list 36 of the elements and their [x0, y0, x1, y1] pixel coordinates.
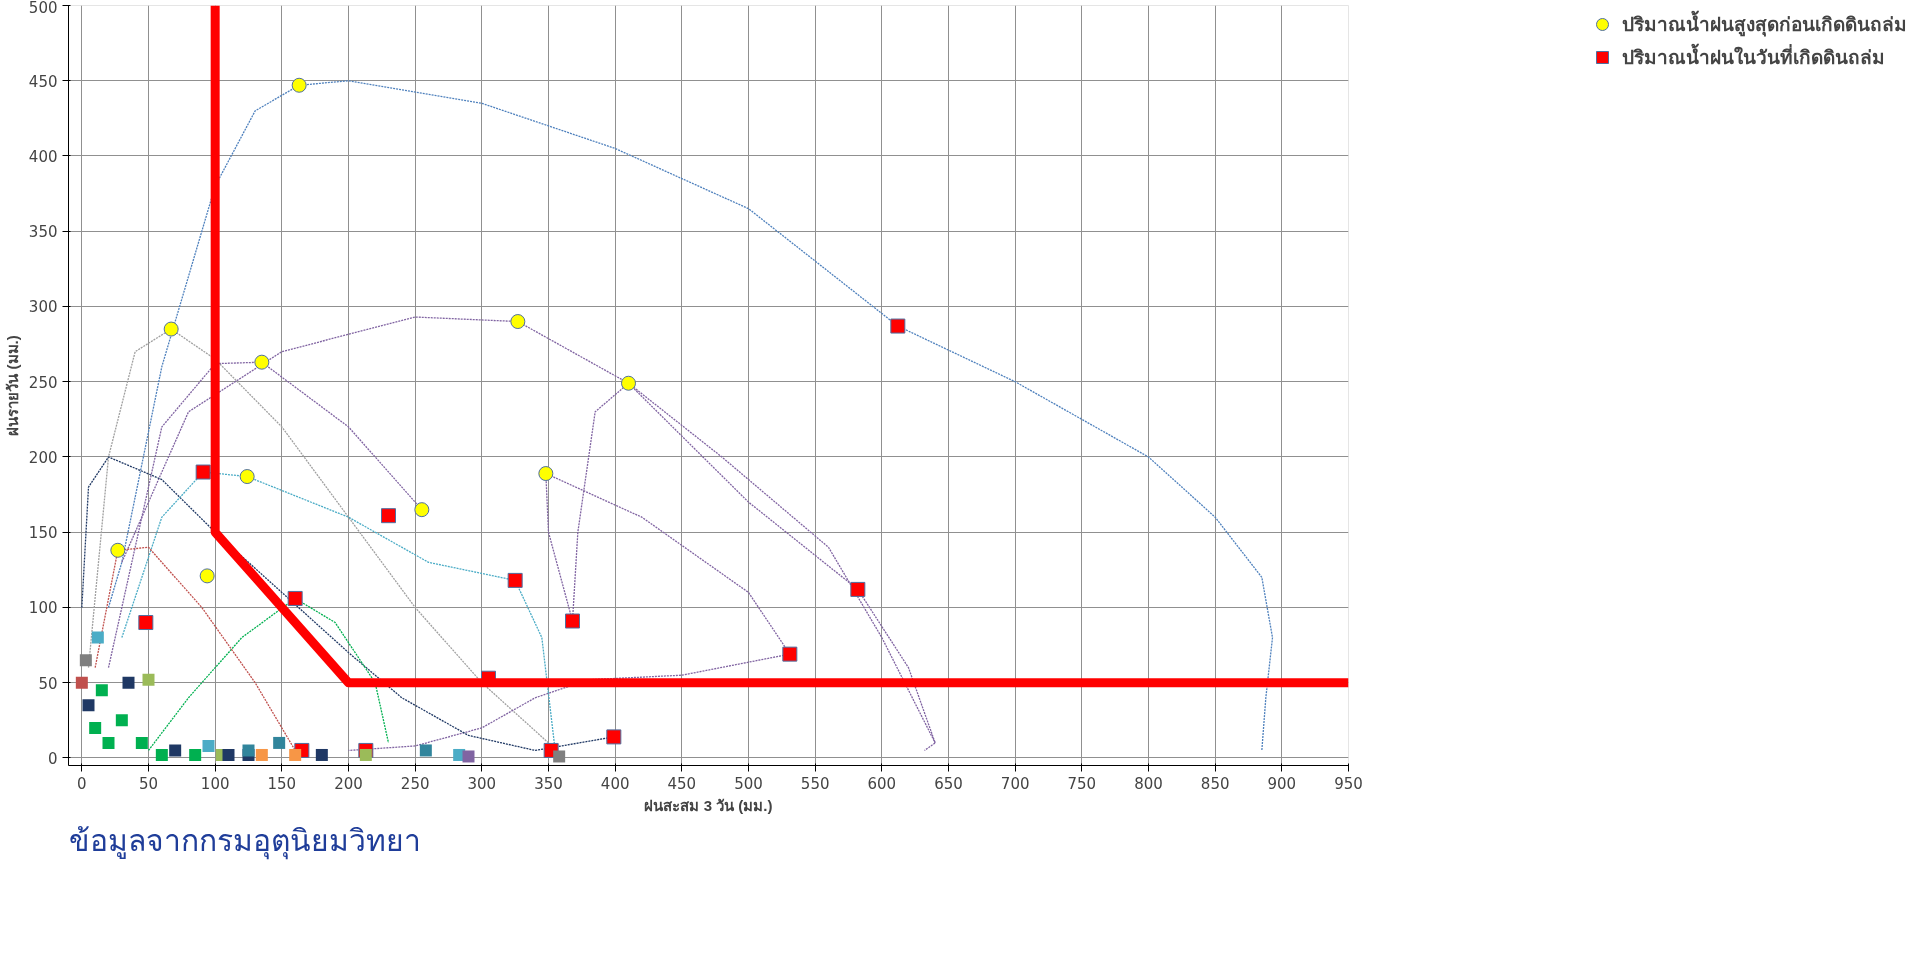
y-tick-label: 300: [28, 298, 58, 317]
y-tick-label: 450: [28, 72, 58, 91]
x-tick-label: 900: [1267, 774, 1297, 793]
x-tick-label: 700: [1000, 774, 1030, 793]
x-tick-label: 800: [1134, 774, 1163, 793]
y-tick-label: 50: [38, 674, 58, 693]
y-tick-label: 500: [28, 0, 58, 17]
legend-label: ปริมาณน้ำฝนสูงสุดก่อนเกิดดินถล่ม: [1622, 9, 1907, 39]
x-tick-label: 100: [200, 774, 230, 793]
x-tick-label: 400: [600, 774, 630, 793]
x-tick-label: 350: [534, 774, 563, 793]
x-tick-label: 750: [1067, 774, 1097, 793]
y-tick-label: 350: [28, 223, 58, 242]
y-axis-title: ฝนรายวัน (มม.): [3, 335, 21, 436]
y-tick-label: 250: [28, 373, 58, 392]
text: ข้อมูลจากกรมอุตุนิยมวิทยา: [68, 823, 421, 860]
x-tick-label: 300: [467, 774, 497, 793]
x-tick-label: 600: [867, 774, 897, 793]
legend-label: ปริมาณน้ำฝนในวันที่เกิดดินถล่ม: [1622, 42, 1885, 70]
x-tick-label: 950: [1334, 774, 1363, 793]
y-tick-label: 200: [28, 448, 58, 467]
y-tick-label: 100: [28, 599, 58, 618]
x-tick-label: 250: [400, 774, 430, 793]
x-tick-label: 500: [734, 774, 763, 793]
x-tick-label: 200: [334, 774, 363, 793]
x-tick-label: 850: [1200, 774, 1230, 793]
x-axis-title: ฝนสะสม 3 วัน (มม.): [644, 796, 773, 814]
x-tick-label: 450: [667, 774, 697, 793]
x-tick-label: 0: [77, 774, 87, 793]
y-tick-label: 0: [47, 749, 58, 768]
x-tick-label: 50: [138, 774, 159, 793]
x-tick-label: 650: [934, 774, 963, 793]
x-tick-label: 150: [267, 774, 297, 793]
x-tick-label: 550: [800, 774, 830, 793]
y-tick-label: 150: [28, 524, 58, 543]
y-tick-label: 400: [28, 148, 58, 166]
